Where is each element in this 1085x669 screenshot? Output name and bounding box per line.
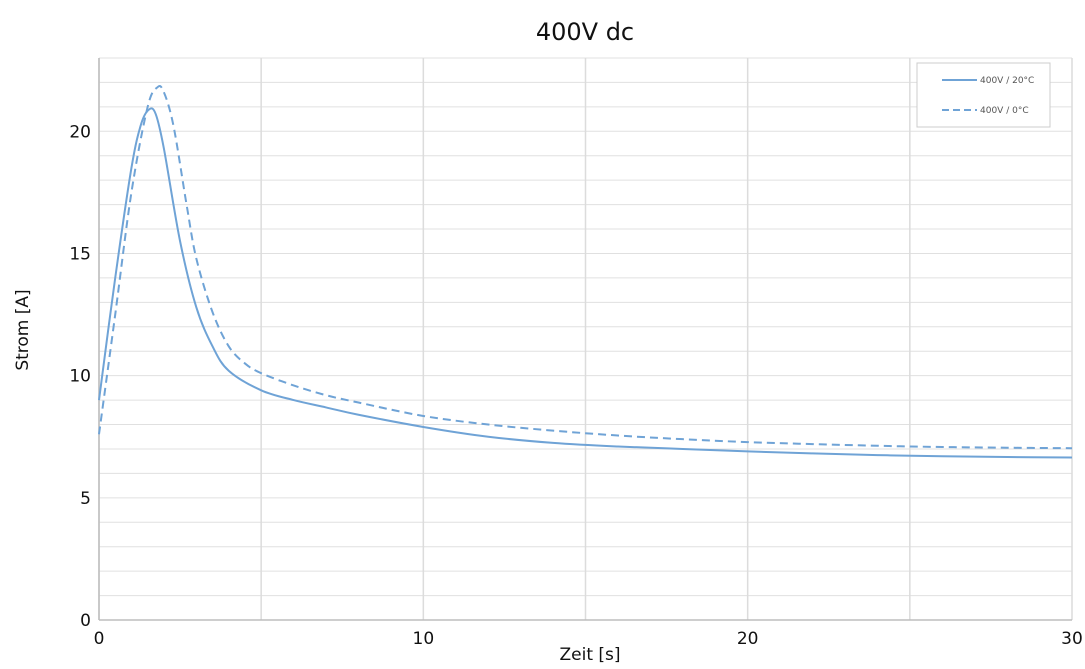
y-tick-label: 15 <box>69 244 91 264</box>
grid <box>98 57 1073 621</box>
legend-label: 400V / 20°C <box>980 76 1034 86</box>
series-line-20c <box>98 107 1073 459</box>
x-axis-label: Zeit [s] <box>559 645 620 665</box>
x-tick-label: 20 <box>737 629 759 649</box>
legend-box <box>916 62 1051 128</box>
series-line-0c <box>98 85 1073 450</box>
y-tick-label: 0 <box>80 611 91 631</box>
x-tick-label: 30 <box>1061 629 1083 649</box>
y-tick-label: 20 <box>69 122 91 142</box>
x-tick-label: 10 <box>413 629 435 649</box>
legend-label: 400V / 0°C <box>980 106 1029 116</box>
y-tick-label: 10 <box>69 367 91 387</box>
y-axis-label: Strom [A] <box>13 289 33 370</box>
x-tick-label: 0 <box>94 629 105 649</box>
series-group <box>98 85 1073 459</box>
y-tick-label: 5 <box>80 489 91 509</box>
chart-title: 400V dc <box>536 18 634 46</box>
legend: 400V / 20°C 400V / 0°C <box>916 62 1051 128</box>
